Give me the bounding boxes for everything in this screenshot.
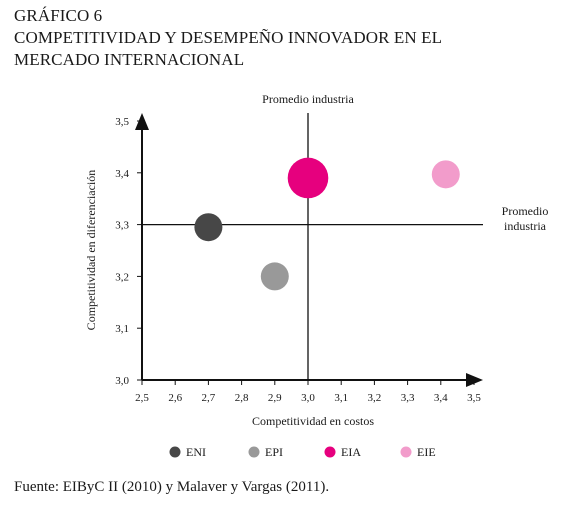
y-tick-label: 3,2: [115, 271, 129, 283]
x-tick-label: 3,4: [434, 392, 448, 404]
legend-marker-epi: [248, 446, 260, 458]
y-tick-label: 3,1: [115, 323, 129, 335]
legend-label-epi: EPI: [265, 445, 283, 459]
source-note: Fuente: EIByC II (2010) y Malaver y Varg…: [14, 479, 330, 495]
y-tick-label: 3,5: [115, 116, 129, 128]
y-axis-label: Competitividad en diferenciación: [84, 170, 98, 331]
legend-marker-eia: [324, 446, 336, 458]
legend-marker-eie: [400, 446, 412, 458]
data-point-epi: [260, 262, 289, 291]
legend-label-eia: EIA: [341, 445, 361, 459]
chart-title-line-3: MERCADO INTERNACIONAL: [14, 50, 245, 69]
data-point-eie: [431, 160, 460, 189]
x-tick-label: 3,1: [334, 392, 348, 404]
x-axis-label: Competitividad en costos: [252, 414, 374, 428]
legend-marker-eni: [169, 446, 181, 458]
x-tick-label: 3,3: [401, 392, 415, 404]
x-tick-label: 3,2: [368, 392, 382, 404]
y-tick-label: 3,3: [115, 220, 129, 232]
x-tick-label: 2,6: [168, 392, 182, 404]
x-tick-label: 3,0: [301, 392, 315, 404]
y-tick-label: 3,4: [115, 168, 129, 180]
reference-label-vertical: Promedio industria: [262, 92, 354, 106]
x-tick-label: 2,7: [202, 392, 216, 404]
x-tick-label: 2,8: [235, 392, 249, 404]
legend-label-eni: ENI: [186, 445, 206, 459]
data-point-eia: [287, 157, 329, 199]
data-point-eni: [194, 213, 223, 242]
y-tick-label: 3,0: [115, 375, 129, 387]
x-tick-label: 2,5: [135, 392, 149, 404]
legend-label-eie: EIE: [417, 445, 436, 459]
chart-title-line-2: COMPETITIVIDAD Y DESEMPEÑO INNOVADOR EN …: [14, 28, 443, 47]
reference-label-horizontal-line-2: industria: [504, 219, 547, 233]
x-tick-label: 2,9: [268, 392, 282, 404]
x-tick-label: 3,5: [467, 392, 481, 404]
reference-label-horizontal-line-1: Promedio: [502, 204, 549, 218]
chart-title-line-1: GRÁFICO 6: [14, 6, 103, 25]
